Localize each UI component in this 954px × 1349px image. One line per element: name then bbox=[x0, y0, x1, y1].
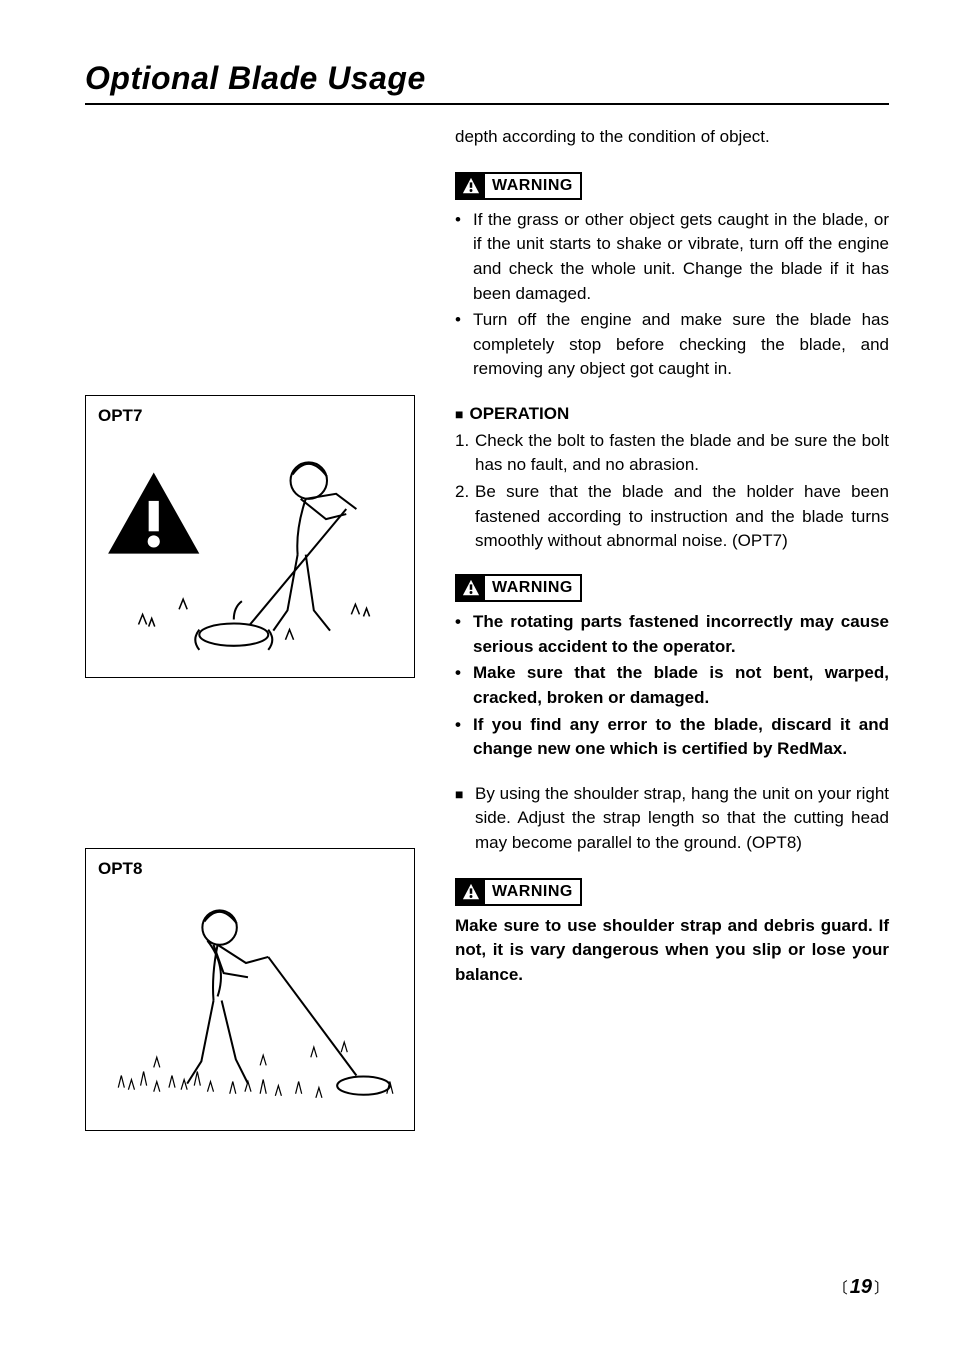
warning2-list: •The rotating parts fastened incorrectly… bbox=[455, 610, 889, 762]
warning-label: WARNING bbox=[455, 172, 582, 200]
operation-list: 1.Check the bolt to fasten the blade and… bbox=[455, 429, 889, 554]
square-bullet-icon: ■ bbox=[455, 782, 475, 856]
list-item-text: If the grass or other object gets caught… bbox=[473, 208, 889, 307]
list-item: •Make sure that the blade is not bent, w… bbox=[455, 661, 889, 710]
warning-label: WARNING bbox=[455, 574, 582, 602]
page-title: Optional Blade Usage bbox=[85, 60, 889, 97]
square-bullet-icon: ■ bbox=[455, 404, 463, 424]
bullet-dot: • bbox=[455, 308, 473, 382]
list-item-text: Make sure that the blade is not bent, wa… bbox=[473, 661, 889, 710]
bullet-dot: • bbox=[455, 208, 473, 307]
bullet-dot: • bbox=[455, 661, 473, 710]
operation-heading: ■ OPERATION bbox=[455, 402, 889, 427]
list-item-text: Be sure that the blade and the holder ha… bbox=[475, 480, 889, 554]
alert-icon bbox=[462, 177, 480, 195]
alert-icon bbox=[462, 883, 480, 901]
bracket-open: 〔 bbox=[833, 1280, 848, 1297]
page-number: 〔19〕 bbox=[833, 1276, 889, 1299]
figure-opt8: OPT8 bbox=[85, 848, 415, 1131]
warning1-list: •If the grass or other object gets caugh… bbox=[455, 208, 889, 382]
title-rule bbox=[85, 103, 889, 105]
manual-page: Optional Blade Usage OPT7 bbox=[0, 0, 954, 1349]
list-item: 1.Check the bolt to fasten the blade and… bbox=[455, 429, 889, 478]
list-item-text: The rotating parts fastened incorrectly … bbox=[473, 610, 889, 659]
bullet-dot: • bbox=[455, 713, 473, 762]
warning-label-text: WARNING bbox=[485, 576, 580, 600]
alert-icon bbox=[462, 579, 480, 597]
strap-paragraph: ■ By using the shoulder strap, hang the … bbox=[455, 782, 889, 856]
list-item: •If the grass or other object gets caugh… bbox=[455, 208, 889, 307]
warning-triangle-icon bbox=[457, 880, 485, 904]
list-number: 2. bbox=[455, 480, 475, 554]
list-item: •If you find any error to the blade, dis… bbox=[455, 713, 889, 762]
title-block: Optional Blade Usage bbox=[85, 60, 889, 105]
strap-paragraph-text: By using the shoulder strap, hang the un… bbox=[475, 782, 889, 856]
figure-illustration bbox=[98, 432, 402, 665]
list-item: •Turn off the engine and make sure the b… bbox=[455, 308, 889, 382]
figure-opt7: OPT7 bbox=[85, 395, 415, 678]
warning-label-text: WARNING bbox=[485, 174, 580, 198]
text-column: depth according to the condition of obje… bbox=[455, 125, 889, 1131]
intro-text: depth according to the condition of obje… bbox=[455, 125, 889, 150]
operation-heading-text: OPERATION bbox=[469, 402, 569, 427]
warning-label-text: WARNING bbox=[485, 880, 580, 904]
bracket-close: 〕 bbox=[874, 1280, 889, 1297]
page-number-value: 19 bbox=[848, 1276, 874, 1298]
figure-label: OPT7 bbox=[98, 406, 402, 426]
bullet-dot: • bbox=[455, 610, 473, 659]
list-item-text: If you find any error to the blade, disc… bbox=[473, 713, 889, 762]
figure-illustration bbox=[98, 885, 402, 1118]
warning-triangle-icon bbox=[457, 174, 485, 198]
list-number: 1. bbox=[455, 429, 475, 478]
warning-label: WARNING bbox=[455, 878, 582, 906]
figures-column: OPT7 bbox=[85, 125, 425, 1131]
list-item-text: Check the bolt to fasten the blade and b… bbox=[475, 429, 889, 478]
list-item: •The rotating parts fastened incorrectly… bbox=[455, 610, 889, 659]
list-item: 2.Be sure that the blade and the holder … bbox=[455, 480, 889, 554]
opt8-illustration bbox=[98, 885, 402, 1118]
warning3-text: Make sure to use shoulder strap and debr… bbox=[455, 914, 889, 988]
figure-label: OPT8 bbox=[98, 859, 402, 879]
opt7-illustration bbox=[98, 432, 402, 665]
two-column-layout: OPT7 bbox=[85, 125, 889, 1131]
warning-triangle-icon bbox=[457, 576, 485, 600]
list-item-text: Turn off the engine and make sure the bl… bbox=[473, 308, 889, 382]
